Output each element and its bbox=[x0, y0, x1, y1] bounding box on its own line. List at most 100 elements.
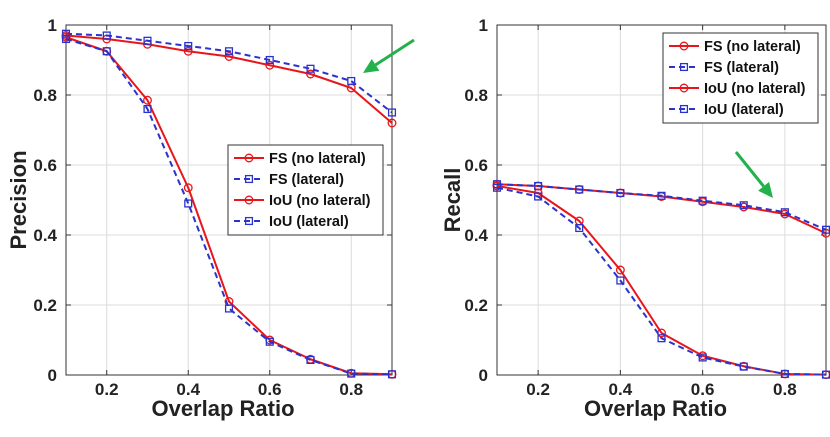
data-point bbox=[306, 64, 315, 73]
data-point bbox=[821, 225, 830, 234]
legend: FS (no lateral) FS (lateral) IoU (no later… bbox=[662, 32, 819, 124]
axes-box bbox=[65, 24, 393, 376]
data-point bbox=[780, 369, 789, 378]
y-tick-label: 0.2 bbox=[33, 296, 57, 315]
series-line bbox=[496, 186, 827, 376]
chart-2: 0.2 0.4 0.6 0.8 0 0.2 0.4 0.6 0.8 1 Overlap Ratio R… bbox=[440, 16, 830, 421]
chart-1: 0.2 0.4 0.6 0.8 0 0.2 0.4 0.6 0.8 1 Overlap Ratio P… bbox=[6, 16, 415, 421]
data-point bbox=[657, 334, 666, 343]
legend-marker bbox=[244, 216, 254, 226]
legend-marker bbox=[679, 62, 689, 72]
legend-marker bbox=[244, 195, 254, 205]
data-point bbox=[224, 304, 234, 313]
legend-label: IoU (lateral) bbox=[269, 214, 349, 230]
legend-marker bbox=[679, 41, 689, 51]
data-point bbox=[780, 208, 789, 217]
data-point bbox=[265, 337, 274, 346]
series-line bbox=[65, 32, 393, 114]
series-iou-lateral bbox=[61, 34, 397, 379]
legend-marker bbox=[679, 104, 689, 114]
x-axis-label: Overlap Ratio bbox=[151, 396, 294, 421]
x-tick-label: 0.2 bbox=[95, 380, 119, 399]
x-tick-label: 0.4 bbox=[176, 380, 200, 399]
x-axis-label: Overlap Ratio bbox=[584, 396, 727, 421]
data-point bbox=[61, 29, 71, 38]
data-point bbox=[657, 191, 666, 200]
series-line bbox=[65, 38, 393, 376]
x-tick-label: 0.8 bbox=[339, 380, 363, 399]
x-tick-label: 0.6 bbox=[691, 380, 715, 399]
data-point bbox=[575, 185, 584, 194]
y-tick-label: 0 bbox=[48, 366, 57, 385]
legend-box bbox=[662, 32, 819, 124]
arrow-head bbox=[758, 181, 773, 198]
x-tick-label: 0.8 bbox=[773, 380, 797, 399]
annotation-arrow bbox=[734, 151, 773, 198]
legend-marker bbox=[244, 153, 254, 163]
data-point bbox=[739, 201, 748, 210]
data-point bbox=[698, 353, 707, 362]
series-iou-lateral bbox=[492, 183, 830, 379]
legend-marker bbox=[244, 174, 254, 184]
data-point bbox=[184, 41, 193, 51]
legend-label: IoU (no lateral) bbox=[269, 193, 371, 209]
data-point bbox=[265, 55, 274, 65]
legend-label: IoU (no lateral) bbox=[704, 81, 806, 97]
data-point bbox=[387, 370, 397, 379]
y-axis-label: Recall bbox=[440, 168, 465, 233]
data-point bbox=[698, 196, 707, 205]
data-point bbox=[387, 118, 397, 128]
y-tick-label: 1 bbox=[48, 16, 57, 35]
data-point bbox=[347, 369, 356, 378]
data-point bbox=[143, 104, 152, 114]
arrow-shaft bbox=[734, 151, 765, 188]
series-line bbox=[65, 34, 393, 124]
y-tick-label: 0.2 bbox=[464, 296, 488, 315]
y-tick-label: 0.8 bbox=[33, 86, 57, 105]
y-axis-label: Precision bbox=[6, 150, 31, 249]
axes-box bbox=[496, 24, 827, 376]
data-point bbox=[183, 46, 193, 56]
x-tick-label: 0.2 bbox=[526, 380, 550, 399]
y-tick-label: 0.4 bbox=[464, 226, 488, 245]
data-point bbox=[616, 188, 625, 198]
data-point bbox=[492, 183, 502, 192]
series-line bbox=[496, 183, 827, 231]
legend-label: FS (lateral) bbox=[269, 172, 344, 188]
y-tick-label: 1 bbox=[479, 16, 488, 35]
legend-label: FS (no lateral) bbox=[269, 151, 366, 167]
data-point bbox=[387, 108, 397, 117]
legend: FS (no lateral) FS (lateral) IoU (no later… bbox=[227, 144, 384, 236]
data-point bbox=[739, 362, 748, 371]
x-tick-label: 0.6 bbox=[258, 380, 282, 399]
data-point bbox=[143, 95, 152, 105]
y-tick-label: 0.4 bbox=[33, 226, 57, 245]
y-tick-label: 0.8 bbox=[464, 86, 488, 105]
data-point bbox=[575, 223, 584, 233]
data-point bbox=[265, 60, 275, 70]
legend-marker bbox=[679, 83, 689, 93]
data-point bbox=[306, 69, 315, 79]
data-point bbox=[821, 370, 830, 379]
arrow-head bbox=[363, 58, 380, 73]
data-point bbox=[224, 47, 234, 56]
data-point bbox=[184, 199, 193, 208]
data-point bbox=[347, 76, 356, 86]
arrow-shaft bbox=[374, 38, 415, 67]
data-point bbox=[102, 47, 111, 56]
legend-label: FS (lateral) bbox=[704, 60, 779, 76]
data-point bbox=[534, 192, 543, 201]
data-point bbox=[306, 355, 315, 364]
y-tick-label: 0.6 bbox=[33, 156, 57, 175]
data-point bbox=[224, 52, 234, 61]
series-line bbox=[496, 185, 827, 376]
data-point bbox=[143, 36, 152, 45]
x-tick-label: 0.4 bbox=[609, 380, 633, 399]
data-point bbox=[61, 34, 71, 44]
legend-label: FS (no lateral) bbox=[704, 39, 801, 55]
series-fs-lateral bbox=[492, 180, 830, 234]
data-point bbox=[102, 31, 111, 40]
data-point bbox=[615, 265, 625, 275]
annotation-arrow bbox=[363, 38, 415, 73]
